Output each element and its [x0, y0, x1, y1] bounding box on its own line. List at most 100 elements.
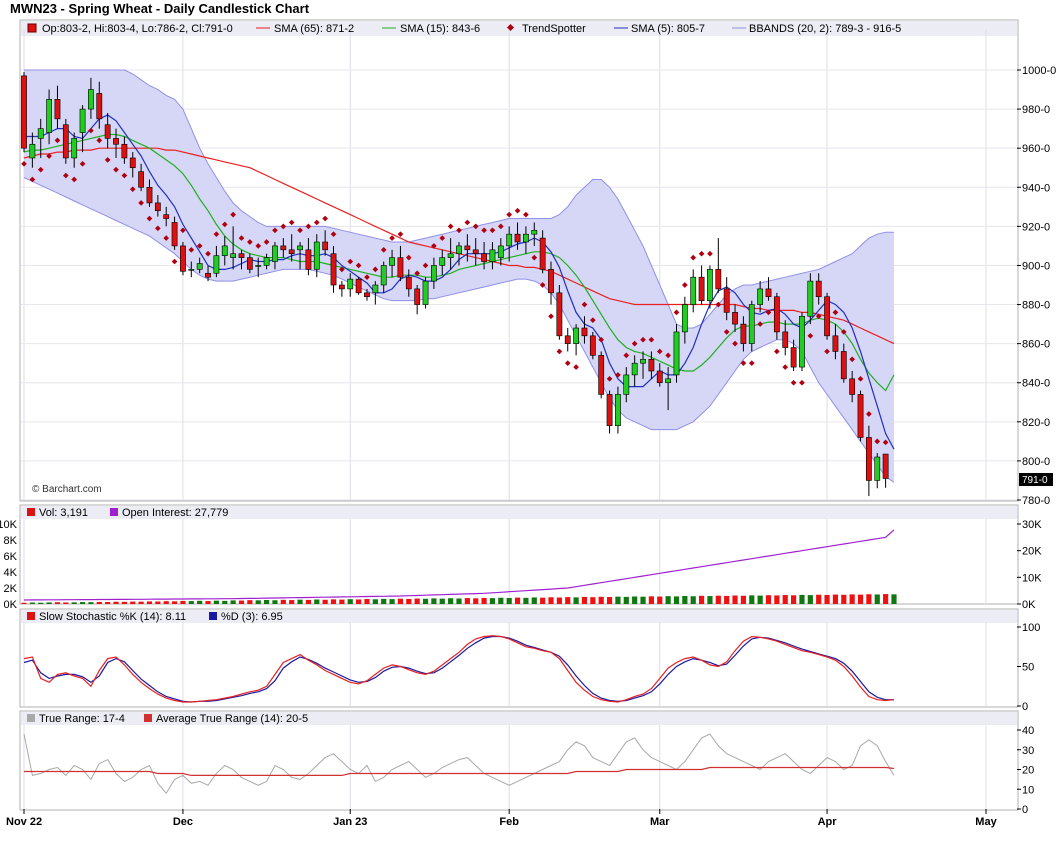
trend-dot: [615, 372, 621, 378]
volume-bar: [113, 601, 119, 604]
trend-dot: [129, 186, 136, 193]
volume-bar: [163, 601, 169, 604]
trend-dot: [138, 200, 144, 206]
last-price-box: [1019, 473, 1053, 486]
stoch-tick-label: 0: [1022, 701, 1028, 713]
volume-bar: [255, 600, 261, 604]
candle-body: [389, 257, 395, 266]
volume-bar: [71, 602, 77, 604]
x-tick-label: Mar: [650, 816, 670, 828]
candle-body: [29, 143, 36, 159]
trend-dot: [598, 336, 605, 343]
x-tick-label: Jan 23: [333, 816, 367, 828]
candle-body: [773, 296, 780, 333]
stoch-d-legend-swatch: [209, 612, 217, 620]
volume-bar: [381, 598, 387, 604]
trend-dot: [155, 225, 161, 232]
trendspotter-dots: [21, 127, 889, 446]
volume-bar: [514, 597, 521, 604]
candle-body: [288, 249, 295, 255]
candle-body: [882, 453, 889, 479]
candle-body: [824, 296, 830, 337]
volume-bar: [138, 601, 144, 604]
volume-bar: [640, 596, 646, 604]
candle-body: [79, 108, 86, 133]
candle-body: [347, 278, 354, 290]
volume-bar: [849, 594, 855, 604]
trend-dot: [439, 235, 446, 241]
volume-bar: [414, 598, 420, 604]
volume-bar: [632, 596, 638, 604]
trend-dot: [882, 439, 889, 446]
volume-tick-label: 0K: [4, 599, 18, 611]
volume-bar: [188, 601, 194, 604]
stoch-tick-label: 100: [1022, 622, 1040, 634]
candle-body: [740, 323, 747, 344]
volume-bar: [263, 600, 270, 604]
candle-body: [832, 335, 839, 352]
volume-bar: [364, 599, 370, 604]
trend-dot: [506, 211, 513, 218]
price-tick-label: 940-0: [1022, 182, 1050, 194]
candle-body: [263, 257, 270, 266]
candle-body: [154, 202, 161, 212]
trend-dot: [790, 379, 797, 386]
volume-bar: [791, 595, 797, 604]
volume-bar: [121, 601, 127, 604]
candle-body: [338, 284, 345, 290]
candle-body: [531, 229, 538, 235]
candlesticks: [21, 71, 889, 497]
trend-dot: [88, 127, 94, 134]
candle-body: [205, 272, 211, 278]
volume-bar: [356, 599, 362, 604]
candle-body: [305, 249, 312, 270]
volume-tick-label: 10K: [0, 519, 18, 531]
volume-bar: [330, 599, 337, 604]
candle-body: [431, 265, 437, 282]
candle-body: [213, 255, 220, 274]
price-tick-label: 860-0: [1022, 339, 1050, 351]
candle-body: [129, 157, 136, 169]
volume-bar: [238, 600, 245, 604]
volume-bar: [531, 597, 537, 604]
volume-bar: [707, 596, 713, 604]
volume-bar: [874, 594, 880, 604]
candle-body: [313, 241, 320, 270]
candle-body: [280, 245, 287, 251]
volume-bar: [180, 600, 186, 604]
trend-dot: [782, 364, 789, 370]
candle-body: [46, 99, 52, 133]
volume-bar: [498, 597, 504, 604]
candle-body: [673, 331, 680, 376]
candle-body: [481, 253, 487, 262]
average-true-range-line: [24, 766, 895, 777]
trend-dot: [564, 360, 571, 367]
price-tick-label: 880-0: [1022, 300, 1050, 312]
trend-dot: [21, 160, 27, 167]
vol-legend-swatch: [27, 508, 35, 516]
trend-dot: [740, 360, 747, 367]
volume-bar: [807, 595, 813, 604]
candle-body: [807, 280, 814, 317]
volume-bar: [222, 600, 228, 604]
trend-dot: [656, 348, 663, 355]
volume-bar: [866, 594, 872, 604]
volume-bar: [540, 597, 546, 604]
trend-dot: [372, 266, 379, 273]
trend-dot: [723, 329, 730, 335]
candle-body: [506, 233, 513, 247]
candle-body: [414, 288, 421, 305]
candle-body: [615, 394, 621, 427]
trend-dot: [748, 360, 755, 367]
trend-dot: [272, 227, 278, 234]
volume-bar: [489, 598, 496, 604]
price-panel: [19, 19, 1019, 502]
trend-dot: [606, 375, 613, 382]
candle-body: [815, 280, 822, 298]
volume-bar: [79, 602, 86, 604]
volume-bar: [448, 598, 454, 604]
volume-bar: [682, 596, 688, 604]
true-range-lines: [23, 733, 895, 795]
candle-body: [681, 304, 688, 333]
candle-body: [322, 241, 329, 251]
